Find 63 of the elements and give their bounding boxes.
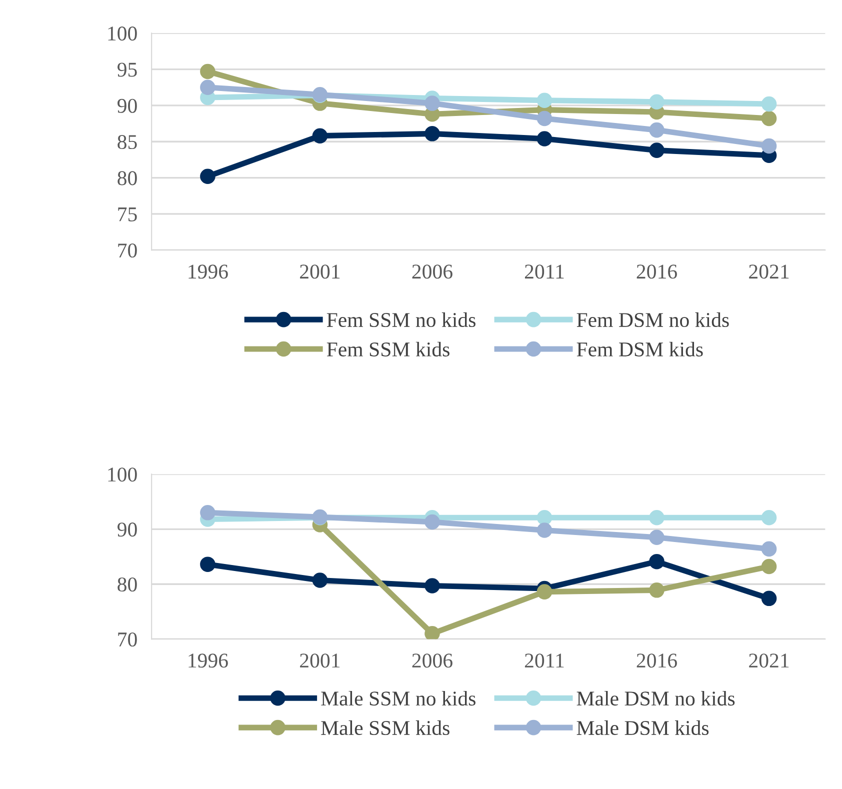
- y-tick-label: 90: [118, 98, 137, 113]
- x-tick-label: 2016: [636, 264, 677, 279]
- y-tick-label: 70: [118, 632, 137, 647]
- y-tick-label: 90: [118, 522, 137, 537]
- point: [761, 590, 777, 606]
- point: [424, 578, 440, 594]
- x-tick-label: 2016: [636, 654, 677, 668]
- point: [761, 541, 777, 557]
- point: [536, 110, 552, 126]
- y-tick-label: 70: [118, 243, 137, 258]
- point: [312, 128, 328, 144]
- x-tick-label: 1996: [188, 654, 228, 668]
- x-tick-label: 2021: [749, 264, 789, 279]
- y-tick-label: 80: [118, 171, 137, 186]
- point: [424, 126, 440, 142]
- y-tick-label: 95: [118, 62, 137, 77]
- legend-label: Male SSM kids: [321, 720, 450, 736]
- legend-label: Male SSM no kids: [321, 690, 476, 706]
- x-tick-label: 2011: [524, 654, 564, 668]
- legend-label: Fem DSM no kids: [576, 312, 729, 328]
- point: [761, 510, 777, 526]
- point: [424, 514, 440, 530]
- point: [424, 96, 440, 111]
- point: [761, 558, 777, 574]
- point: [536, 584, 552, 600]
- point: [761, 96, 777, 112]
- x-tick-label: 2006: [412, 654, 452, 668]
- point: [649, 554, 664, 570]
- point: [536, 92, 552, 108]
- point: [761, 138, 777, 154]
- point: [200, 64, 216, 80]
- point: [649, 142, 664, 158]
- point: [649, 94, 664, 110]
- point: [649, 122, 664, 138]
- point: [424, 626, 440, 640]
- point: [200, 168, 216, 184]
- legend-label: Fem SSM no kids: [326, 312, 476, 328]
- legend-label: Male DSM kids: [576, 720, 709, 736]
- point: [649, 510, 664, 526]
- y-tick-label: 80: [118, 577, 137, 592]
- point: [761, 110, 777, 126]
- x-tick-label: 1996: [188, 264, 228, 279]
- legend-label: Fem SSM kids: [326, 342, 450, 356]
- x-tick-label: 2006: [412, 264, 452, 279]
- x-tick-label: 2021: [749, 654, 789, 668]
- y-tick-label: 75: [118, 208, 137, 222]
- point: [200, 505, 216, 520]
- y-tick-label: 100: [108, 468, 137, 482]
- x-tick-label: 2001: [300, 654, 340, 668]
- point: [200, 80, 216, 96]
- x-tick-label: 2001: [300, 264, 340, 279]
- legend-label: Fem DSM kids: [576, 342, 703, 356]
- point: [536, 522, 552, 538]
- legend-label: Male DSM no kids: [576, 690, 735, 706]
- y-tick-label: 85: [118, 135, 137, 150]
- point: [200, 556, 216, 572]
- point: [649, 582, 664, 598]
- x-tick-label: 2011: [524, 264, 564, 279]
- point: [649, 530, 664, 546]
- point: [536, 131, 552, 146]
- point: [312, 572, 328, 588]
- y-tick-label: 100: [108, 26, 137, 41]
- point: [536, 510, 552, 526]
